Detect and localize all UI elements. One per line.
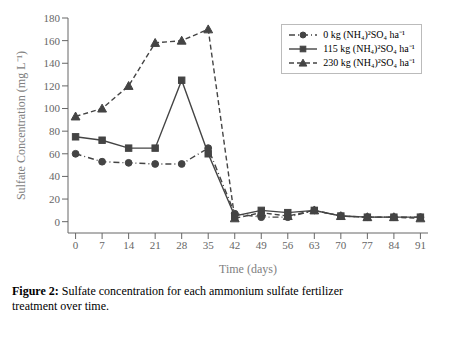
svg-text:20: 20 [49, 193, 61, 205]
svg-text:56: 56 [282, 239, 294, 251]
svg-text:91: 91 [415, 239, 426, 251]
svg-text:60: 60 [49, 148, 61, 160]
svg-text:40: 40 [49, 170, 61, 182]
svg-text:140: 140 [44, 57, 61, 69]
svg-text:28: 28 [176, 239, 188, 251]
svg-text:7: 7 [99, 239, 105, 251]
svg-text:84: 84 [388, 239, 400, 251]
svg-text:80: 80 [49, 125, 61, 137]
html-text:Figure 2: Sulfate concentratio: Figure 2: Sulfate concentration for each… [12, 284, 343, 313]
svg-text:77: 77 [362, 239, 374, 251]
svg-text:70: 70 [335, 239, 347, 251]
svg-text:Sulfate Concentration (mg L⁻¹): Sulfate Concentration (mg L⁻¹) [14, 51, 28, 200]
html-text:0 kg (NH₄)²SO₄ ha⁻¹: 0 kg (NH₄)²SO₄ ha⁻¹ [323, 29, 405, 40]
svg-text:49: 49 [256, 239, 268, 251]
svg-text:160: 160 [44, 35, 61, 47]
html-text:115 kg (NH₄)²SO₄ ha⁻¹: 115 kg (NH₄)²SO₄ ha⁻¹ [323, 43, 415, 54]
html-text:230 kg (NH₄)²SO₄ ha⁻¹: 230 kg (NH₄)²SO₄ ha⁻¹ [323, 57, 415, 68]
svg-text:Time (days): Time (days) [219, 262, 277, 276]
svg-text:0: 0 [73, 239, 79, 251]
svg-text:42: 42 [229, 239, 240, 251]
svg-text:14: 14 [123, 239, 135, 251]
svg-text:21: 21 [150, 239, 161, 251]
svg-text:120: 120 [44, 80, 61, 92]
svg-text:0: 0 [55, 216, 61, 228]
svg-text:63: 63 [309, 239, 321, 251]
svg-text:100: 100 [44, 102, 61, 114]
svg-text:35: 35 [203, 239, 215, 251]
svg-text:180: 180 [44, 12, 61, 24]
